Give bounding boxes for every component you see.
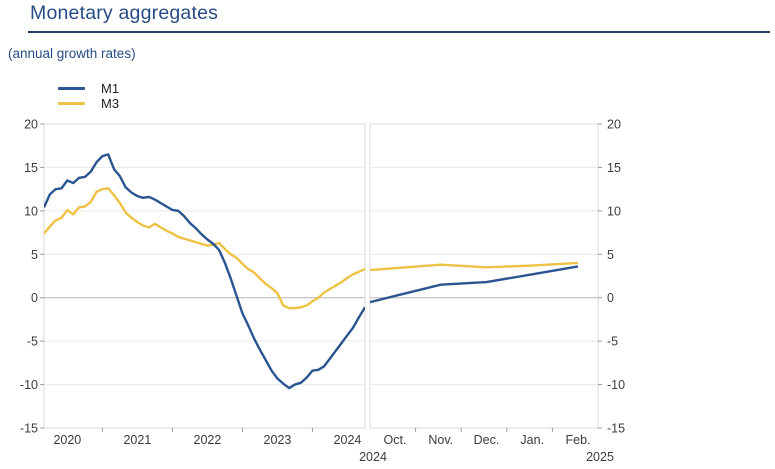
- svg-text:10: 10: [607, 204, 621, 218]
- svg-text:2020: 2020: [53, 433, 81, 447]
- svg-text:2025: 2025: [586, 450, 614, 464]
- svg-text:20: 20: [24, 118, 38, 132]
- svg-text:5: 5: [607, 248, 614, 262]
- svg-text:Jan.: Jan.: [520, 433, 544, 447]
- svg-text:Feb.: Feb.: [565, 433, 590, 447]
- chart-subtitle: (annual growth rates): [8, 46, 136, 61]
- legend-label-m1: M1: [101, 81, 120, 96]
- svg-text:5: 5: [31, 248, 38, 262]
- svg-text:20: 20: [607, 118, 621, 132]
- series-m1-history: [44, 153, 365, 390]
- m3-line-swatch: [58, 102, 85, 105]
- panel-recent: 20 15 10 5 0 -5 -10 -15 Oct. Nov. Dec. Jan. Feb. 2024…: [359, 118, 625, 465]
- legend-item-m3: M3: [58, 96, 119, 111]
- svg-text:2023: 2023: [264, 433, 292, 447]
- svg-text:-5: -5: [607, 335, 618, 349]
- page-title: Monetary aggregates: [30, 2, 219, 24]
- svg-text:Oct.: Oct.: [384, 433, 407, 447]
- svg-text:-15: -15: [20, 422, 38, 436]
- svg-text:0: 0: [31, 291, 38, 305]
- svg-text:-5: -5: [27, 335, 38, 349]
- svg-text:Dec.: Dec.: [474, 433, 500, 447]
- legend-label-m3: M3: [101, 96, 120, 111]
- svg-text:2021: 2021: [123, 433, 151, 447]
- svg-text:-15: -15: [607, 422, 625, 436]
- m1-line-swatch: [58, 87, 85, 90]
- series-m3-recent: [370, 261, 579, 272]
- svg-text:10: 10: [24, 204, 38, 218]
- svg-text:2022: 2022: [194, 433, 222, 447]
- svg-text:Nov.: Nov.: [428, 433, 453, 447]
- legend-item-m1: M1: [58, 81, 119, 96]
- title-underline: [28, 31, 770, 33]
- svg-text:2024: 2024: [334, 433, 362, 447]
- series-m3-history: [44, 187, 365, 310]
- chart-legend: M1 M3: [58, 81, 119, 111]
- panel-history: 20 15 10 5 0 -5 -10 -15 2020 2021 2022 2023 2024: [20, 118, 366, 447]
- svg-text:15: 15: [24, 161, 38, 175]
- svg-text:2024: 2024: [359, 450, 387, 464]
- svg-text:-10: -10: [607, 378, 625, 392]
- svg-text:15: 15: [607, 161, 621, 175]
- svg-text:-10: -10: [20, 378, 38, 392]
- svg-text:0: 0: [607, 291, 614, 305]
- series-m1-recent: [370, 265, 579, 304]
